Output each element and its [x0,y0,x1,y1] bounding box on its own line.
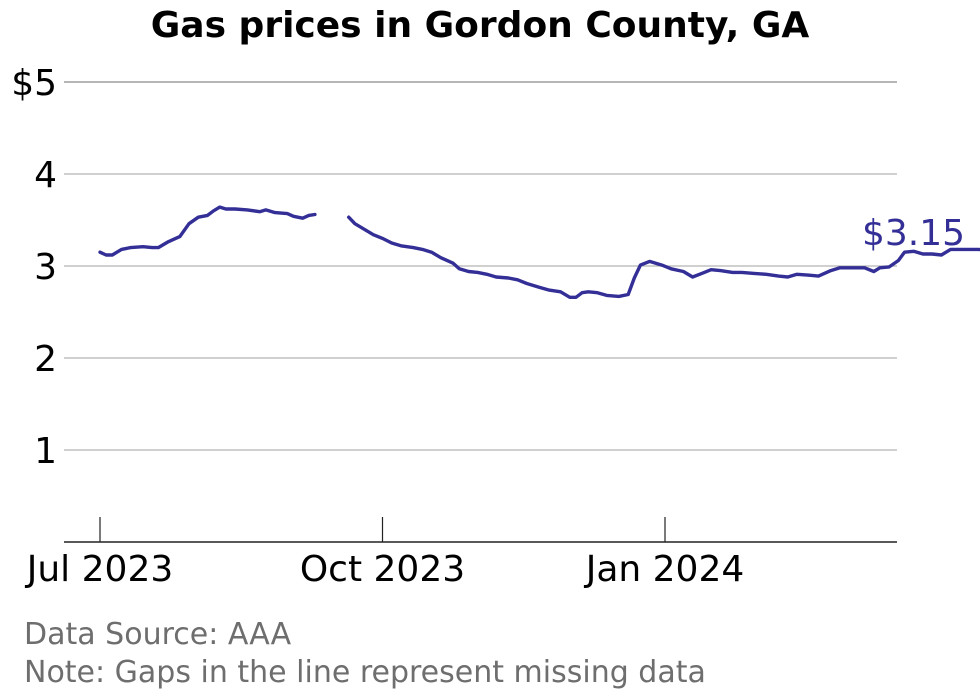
chart-title: Gas prices in Gordon County, GA [150,5,810,46]
y-tick-label: 3 [34,247,57,288]
y-tick-label: 2 [34,339,57,380]
latest-price-label: $3.15 [862,213,965,254]
x-tick-label: Jul 2023 [25,549,174,590]
x-tick-label: Jan 2024 [584,549,745,590]
gridlines [64,81,897,451]
x-axis-ticks: Jul 2023 Oct 2023 Jan 2024 [25,517,745,590]
price-series [98,205,980,299]
data-source-note: Data Source: AAA [24,617,292,652]
price-line-segment [98,205,317,257]
price-line-segment [347,215,980,299]
y-tick-label: 4 [34,155,57,196]
missing-data-note: Note: Gaps in the line represent missing… [24,655,706,690]
x-tick-label: Oct 2023 [300,549,465,590]
y-tick-label: $5 [11,63,57,104]
y-axis-ticks: 1 2 3 4 $5 [11,63,57,472]
y-tick-label: 1 [34,431,57,472]
